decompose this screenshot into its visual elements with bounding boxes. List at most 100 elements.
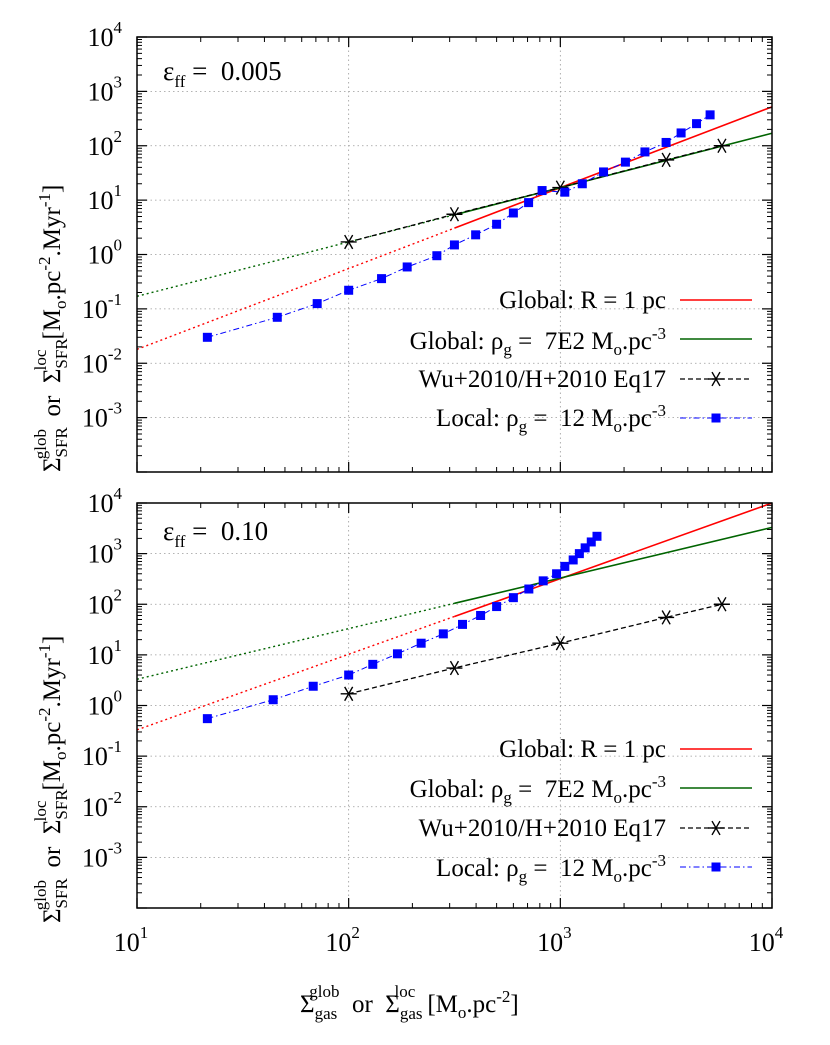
data-point-square: [344, 670, 354, 680]
legend-entry-r1pc: Global: R = 1 pc: [499, 287, 666, 314]
data-point-square: [368, 659, 378, 669]
data-point-square: [392, 649, 402, 659]
x-tick-labels: 101 102 103 104: [114, 923, 784, 957]
series-line: [454, 502, 773, 618]
data-point-square: [574, 549, 584, 559]
data-point-square: [268, 695, 278, 705]
data-point-square: [705, 110, 715, 120]
data-point-square: [599, 167, 609, 177]
data-point-square: [308, 681, 318, 691]
data-point-square: [344, 285, 354, 295]
y-tick-label: 100: [88, 236, 123, 270]
epsilon-annotation-top: εff = 0.005: [163, 56, 282, 91]
data-point-square: [272, 312, 282, 322]
x-tick-label: 102: [325, 923, 360, 957]
series-2: [340, 138, 730, 250]
data-point-square: [492, 219, 502, 229]
panel-bottom: 104 103 102 101 100 10-1 10-2 10-3 εff = 0.10 G…: [82, 484, 773, 909]
x-axis-label: Σgasglob or Σgasloc [Mo.pc-2]: [300, 982, 519, 1023]
series-3: [202, 531, 602, 724]
legend-bottom: Global: R = 1 pc Global: ρg = 7E2 Mo.pc-…: [410, 736, 752, 886]
legend-marker-local-rho-12: [711, 862, 721, 872]
data-point-square: [580, 543, 590, 553]
data-point-square: [568, 555, 578, 565]
data-point-square: [492, 602, 502, 612]
x-tick-label: 104: [749, 923, 784, 957]
data-point-square: [508, 593, 518, 603]
data-point-square: [552, 569, 562, 579]
data-point-square: [592, 531, 602, 541]
ticks-bottom: [136, 502, 773, 909]
data-point-square: [402, 262, 412, 272]
data-point-square: [560, 187, 570, 197]
legend-entry-r1pc: Global: R = 1 pc: [499, 736, 666, 763]
series-0: [136, 106, 773, 351]
series-top: [136, 106, 773, 351]
legend-entry-wu2010: Wu+2010/H+2010 Eq17: [419, 366, 666, 393]
data-point-star: [713, 138, 730, 154]
epsilon-annotation-bottom: εff = 0.10: [163, 516, 268, 551]
data-point-square: [312, 299, 322, 309]
data-point-square: [438, 629, 448, 639]
series-line: [454, 106, 773, 229]
series-0: [136, 502, 773, 731]
series-line-extrapolated: [136, 615, 455, 731]
data-point-square: [416, 638, 426, 648]
data-point-star: [713, 596, 730, 612]
legend-square-marker: [711, 862, 721, 872]
data-point-square: [202, 332, 212, 342]
data-point-square: [577, 179, 587, 189]
data-point-square: [586, 537, 596, 547]
y-tick-label: 102: [88, 127, 123, 161]
series-line-extrapolated: [136, 602, 455, 680]
y-tick-label: 104: [88, 484, 123, 518]
data-point-square: [661, 137, 671, 147]
data-point-square: [432, 251, 442, 261]
data-point-square: [377, 274, 387, 284]
y-tick-labels-bottom: 104 103 102 101 100 10-1 10-2 10-3: [82, 484, 123, 872]
legend-star-marker: [708, 820, 724, 836]
data-point-square: [537, 186, 547, 196]
data-point-square: [560, 561, 570, 571]
data-point-square: [458, 619, 468, 629]
x-tick-label: 101: [114, 923, 149, 957]
data-point-star: [552, 635, 569, 651]
y-tick-label: 102: [88, 585, 123, 619]
legend-square-marker: [711, 413, 721, 423]
y-axis-label-bottom: ΣSFRglob or ΣSFRloc[Mo.pc-2.Myr-1]: [31, 636, 71, 923]
data-point-star: [446, 660, 463, 676]
series-line: [207, 114, 711, 338]
y-tick-label: 103: [88, 72, 123, 106]
legend-marker-wu2010: [708, 820, 724, 836]
y-tick-labels-top: 104 103 102 101 100 10-1 10-2 10-3: [82, 18, 123, 433]
legend-marker-local-rho-12: [711, 413, 721, 423]
legend-entry-local-rho-12: Local: ρg = 12 Mo.pc-3: [436, 401, 666, 436]
y-tick-label: 10-2: [82, 788, 122, 822]
legend-entry-rho-7e2: Global: ρg = 7E2 Mo.pc-3: [410, 772, 666, 807]
data-point-square: [620, 157, 630, 167]
legend-star-marker: [708, 371, 724, 387]
y-tick-label: 10-1: [82, 737, 122, 771]
grid-bottom: [137, 503, 772, 908]
data-point-square: [476, 610, 486, 620]
data-point-star: [340, 234, 357, 250]
ticks-top: [136, 36, 773, 473]
data-point-square: [449, 240, 459, 250]
y-tick-label: 104: [88, 18, 123, 52]
y-tick-label: 10-3: [82, 399, 122, 433]
y-tick-label: 103: [88, 535, 123, 569]
y-tick-label: 10-2: [82, 344, 122, 378]
legend-top: Global: R = 1 pc Global: ρg = 7E2 Mo.pc-…: [410, 287, 752, 436]
series-line-extrapolated: [136, 227, 455, 351]
legend-marker-wu2010: [708, 371, 724, 387]
data-point-square: [676, 128, 686, 138]
data-point-square: [202, 714, 212, 724]
series-2: [340, 596, 730, 702]
y-tick-label: 10-3: [82, 838, 122, 872]
data-point-star: [340, 686, 357, 702]
data-point-square: [524, 198, 534, 208]
y-axis-label-top: ΣSFRglob or ΣSFRloc[Mo.pc-2.Myr-1]: [31, 185, 71, 472]
y-tick-label: 10-1: [82, 290, 122, 324]
